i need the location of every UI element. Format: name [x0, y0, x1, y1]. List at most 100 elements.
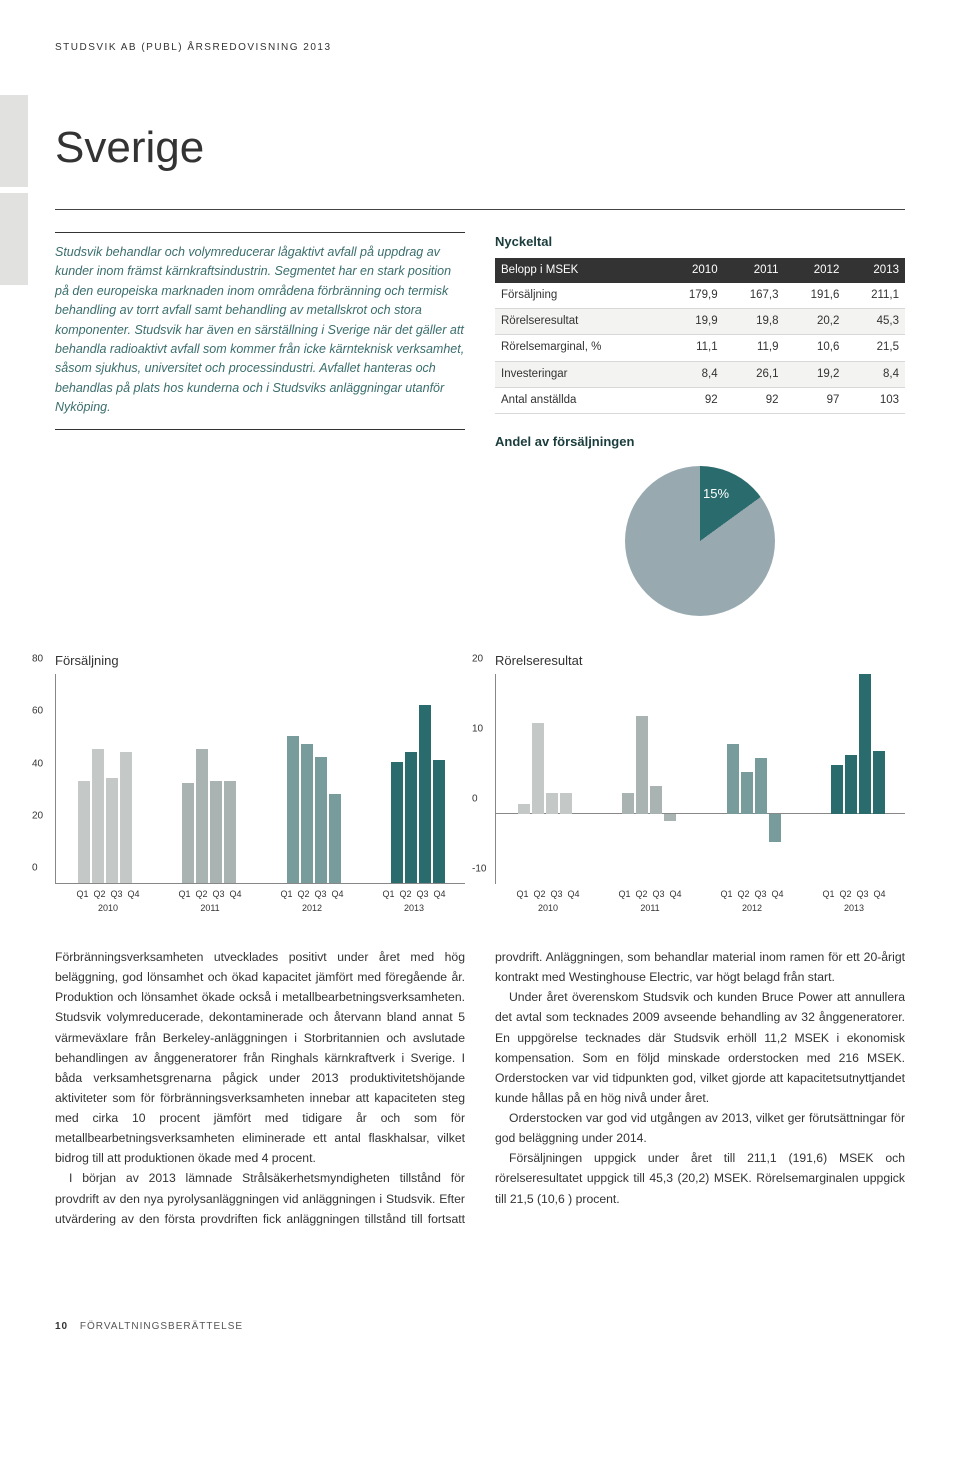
y-tick-label: 20	[32, 808, 43, 823]
kpi-header-label: Belopp i MSEK	[495, 258, 663, 283]
x-year: Q1Q2Q3Q42013	[803, 888, 905, 915]
x-quarter: Q1	[618, 888, 630, 902]
bar	[405, 752, 417, 883]
footer: 10 FÖRVALTNINGSBERÄTTELSE	[55, 1319, 905, 1334]
bar	[391, 762, 403, 883]
body-p5: Försäljningen uppgick under året till 21…	[495, 1148, 905, 1208]
x-quarter: Q2	[93, 888, 105, 902]
x-quarter: Q4	[874, 888, 886, 902]
kpi-table: Belopp i MSEK2010201120122013 Försäljnin…	[495, 258, 905, 415]
x-quarter: Q1	[76, 888, 88, 902]
x-quarter: Q2	[635, 888, 647, 902]
x-year: Q1Q2Q3Q42012	[261, 888, 363, 915]
x-quarter: Q2	[533, 888, 545, 902]
kpi-year: 2011	[724, 258, 785, 283]
x-quarter: Q4	[772, 888, 784, 902]
result-chart: -1001020	[495, 674, 905, 884]
bar	[92, 749, 104, 883]
y-tick-label: 10	[472, 722, 483, 737]
x-year: Q1Q2Q3Q42011	[599, 888, 701, 915]
intro-row: Studsvik behandlar och volymreducerar lå…	[55, 232, 905, 616]
x-quarter: Q2	[297, 888, 309, 902]
page-number: 10	[55, 1321, 68, 1332]
kpi-cell: 92	[724, 387, 785, 413]
bar	[182, 783, 194, 883]
bar	[196, 749, 208, 883]
x-year: Q1Q2Q3Q42013	[363, 888, 465, 915]
body-p4: Orderstocken var god vid utgången av 201…	[495, 1108, 905, 1148]
kpi-cell: 211,1	[845, 283, 905, 309]
y-tick-label: 60	[32, 704, 43, 719]
footer-section: FÖRVALTNINGSBERÄTTELSE	[80, 1321, 243, 1332]
x-quarter: Q1	[720, 888, 732, 902]
bar	[518, 804, 530, 815]
x-year: Q1Q2Q3Q42012	[701, 888, 803, 915]
y-tick-label: 20	[472, 652, 483, 667]
y-tick-label: 80	[32, 652, 43, 667]
bar	[78, 781, 90, 883]
kpi-cell: 19,9	[663, 309, 724, 335]
bar	[636, 716, 648, 814]
kpi-cell: 26,1	[724, 361, 785, 387]
kpi-year: 2012	[784, 258, 845, 283]
x-quarter: Q1	[280, 888, 292, 902]
x-quarter: Q3	[653, 888, 665, 902]
kpi-cell: 45,3	[845, 309, 905, 335]
x-quarter: Q4	[230, 888, 242, 902]
x-year: Q1Q2Q3Q42010	[57, 888, 159, 915]
bar	[755, 758, 767, 814]
running-header: STUDSVIK AB (PUBL) ÅRSREDOVISNING 2013	[55, 40, 905, 55]
x-quarter: Q1	[382, 888, 394, 902]
bar	[727, 744, 739, 814]
bar	[859, 674, 871, 814]
bar	[224, 781, 236, 883]
kpi-row-label: Rörelsemarginal, %	[495, 335, 663, 361]
x-quarter: Q4	[434, 888, 446, 902]
bar	[315, 757, 327, 883]
pie-label: 15%	[703, 484, 729, 504]
bar	[329, 794, 341, 883]
x-quarter: Q2	[737, 888, 749, 902]
x-quarter: Q1	[516, 888, 528, 902]
bar	[664, 814, 676, 821]
andel-title: Andel av försäljningen	[495, 432, 905, 452]
result-chart-title: Rörelseresultat	[495, 651, 905, 671]
title-rule	[55, 209, 905, 210]
kpi-title: Nyckeltal	[495, 232, 905, 252]
bar	[532, 723, 544, 814]
y-tick-label: 0	[472, 792, 478, 807]
y-tick-label: 40	[32, 756, 43, 771]
bar	[546, 793, 558, 814]
body-p1: Förbränningsverksamheten utvecklades pos…	[55, 947, 465, 1168]
y-tick-label: -10	[472, 862, 486, 877]
kpi-cell: 103	[845, 387, 905, 413]
bar	[560, 793, 572, 814]
x-quarter: Q3	[417, 888, 429, 902]
x-quarter: Q2	[839, 888, 851, 902]
bar	[769, 814, 781, 842]
sales-chart-title: Försäljning	[55, 651, 465, 671]
kpi-cell: 11,1	[663, 335, 724, 361]
x-quarter: Q4	[128, 888, 140, 902]
kpi-cell: 21,5	[845, 335, 905, 361]
kpi-row-label: Antal anställda	[495, 387, 663, 413]
side-tabs	[0, 95, 28, 291]
bar	[419, 705, 431, 884]
body-text: Förbränningsverksamheten utvecklades pos…	[55, 947, 905, 1229]
x-year: Q1Q2Q3Q42010	[497, 888, 599, 915]
x-quarter: Q2	[195, 888, 207, 902]
bar	[873, 751, 885, 814]
kpi-cell: 179,9	[663, 283, 724, 309]
kpi-cell: 20,2	[784, 309, 845, 335]
kpi-cell: 92	[663, 387, 724, 413]
bar	[287, 736, 299, 883]
kpi-row-label: Försäljning	[495, 283, 663, 309]
kpi-cell: 19,2	[784, 361, 845, 387]
kpi-cell: 97	[784, 387, 845, 413]
kpi-year: 2010	[663, 258, 724, 283]
kpi-cell: 10,6	[784, 335, 845, 361]
body-p3: Under året överenskom Studsvik och kunde…	[495, 987, 905, 1108]
kpi-cell: 167,3	[724, 283, 785, 309]
bar	[120, 752, 132, 883]
bar	[845, 755, 857, 815]
